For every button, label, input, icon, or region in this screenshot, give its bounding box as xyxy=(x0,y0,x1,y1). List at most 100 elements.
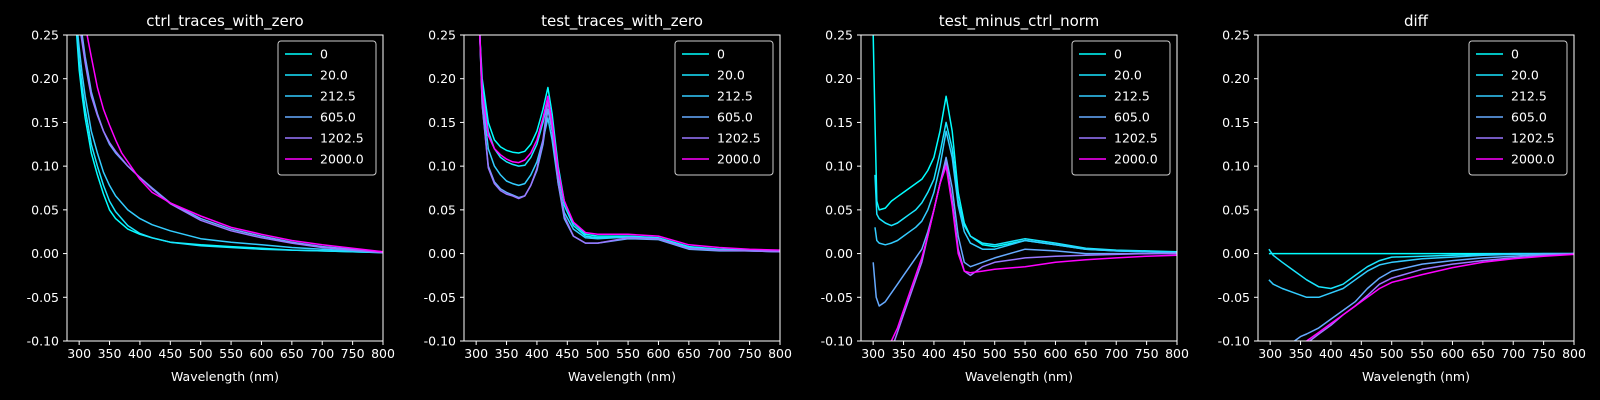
y-tick-label: 0.05 xyxy=(1222,202,1250,217)
x-tick-label: 500 xyxy=(189,346,213,361)
x-tick-label: 750 xyxy=(738,346,762,361)
legend-label: 212.5 xyxy=(1114,89,1150,104)
x-tick-label: 500 xyxy=(586,346,610,361)
x-tick-label: 600 xyxy=(1441,346,1465,361)
x-tick-label: 600 xyxy=(1044,346,1068,361)
x-tick-label: 450 xyxy=(555,346,579,361)
y-tick-label: 0.20 xyxy=(428,71,456,86)
x-tick-label: 550 xyxy=(1410,346,1434,361)
legend-label: 605.0 xyxy=(1114,110,1150,125)
legend-label: 605.0 xyxy=(320,110,356,125)
x-tick-label: 350 xyxy=(1289,346,1313,361)
x-tick-label: 400 xyxy=(525,346,549,361)
plot-area xyxy=(1268,248,1574,341)
series-line-3 xyxy=(874,130,1177,254)
y-tick-label: -0.10 xyxy=(821,334,853,349)
legend-label: 212.5 xyxy=(320,89,356,104)
legend: 0 20.0 212.5 605.0 1202.5 2000.0 xyxy=(674,40,774,176)
x-axis-label: Wavelength (nm) xyxy=(171,369,279,384)
x-tick-label: 700 xyxy=(707,346,731,361)
x-tick-label: 800 xyxy=(1165,346,1189,361)
y-tick-label: 0.15 xyxy=(428,115,456,130)
series-line-4 xyxy=(1294,252,1574,341)
series-line-4 xyxy=(479,35,780,253)
y-tick-label: 0.25 xyxy=(428,28,456,43)
legend: 0 20.0 212.5 605.0 1202.5 2000.0 xyxy=(277,40,377,176)
y-tick-label: 0.20 xyxy=(31,71,59,86)
y-tick-label: 0.10 xyxy=(1222,159,1250,174)
x-tick-label: 600 xyxy=(250,346,274,361)
x-tick-label: 300 xyxy=(1258,346,1282,361)
x-tick-label: 700 xyxy=(310,346,334,361)
chart-title: diff xyxy=(1404,12,1429,30)
x-tick-label: 800 xyxy=(371,346,395,361)
legend-label: 605.0 xyxy=(717,110,753,125)
y-tick-label: 0.00 xyxy=(825,246,853,261)
y-tick-label: 0.00 xyxy=(1222,246,1250,261)
legend-label: 20.0 xyxy=(1114,68,1142,83)
plot-area xyxy=(479,35,780,253)
x-tick-label: 300 xyxy=(67,346,91,361)
y-tick-label: 0.05 xyxy=(825,202,853,217)
series-line-1 xyxy=(479,35,780,252)
y-tick-label: 0.05 xyxy=(428,202,456,217)
legend-label: 1202.5 xyxy=(1114,131,1158,146)
legend-label: 212.5 xyxy=(717,89,753,104)
y-tick-label: 0.15 xyxy=(31,115,59,130)
legend-label: 0 xyxy=(717,47,725,62)
chart-title: test_traces_with_zero xyxy=(541,12,703,31)
y-tick-label: 0.10 xyxy=(825,159,853,174)
y-tick-label: -0.05 xyxy=(821,290,853,305)
legend-label: 0 xyxy=(1511,47,1519,62)
series-line-5 xyxy=(1309,252,1574,341)
legend-label: 20.0 xyxy=(320,68,348,83)
x-tick-label: 450 xyxy=(952,346,976,361)
legend-label: 0 xyxy=(1114,47,1122,62)
y-tick-label: 0.15 xyxy=(825,115,853,130)
y-tick-label: 0.25 xyxy=(825,28,853,43)
y-tick-label: -0.10 xyxy=(1218,334,1250,349)
x-tick-label: 300 xyxy=(861,346,885,361)
x-tick-label: 450 xyxy=(1349,346,1373,361)
legend: 0 20.0 212.5 605.0 1202.5 2000.0 xyxy=(1071,40,1171,176)
legend-label: 1202.5 xyxy=(717,131,761,146)
legend-label: 1202.5 xyxy=(320,131,364,146)
y-tick-label: 0.20 xyxy=(1222,71,1250,86)
series-line-6 xyxy=(1306,253,1574,341)
y-tick-label: 0.00 xyxy=(428,246,456,261)
x-tick-label: 700 xyxy=(1104,346,1128,361)
x-tick-label: 550 xyxy=(219,346,243,361)
legend-label: 2000.0 xyxy=(1511,152,1555,167)
y-tick-label: 0.10 xyxy=(428,159,456,174)
plot-area xyxy=(75,35,383,254)
series-line-3 xyxy=(77,35,383,254)
series-line-6 xyxy=(86,35,383,253)
axes-frame xyxy=(860,34,1178,342)
x-axis-label: Wavelength (nm) xyxy=(568,369,676,384)
x-tick-label: 800 xyxy=(768,346,792,361)
y-tick-label: -0.05 xyxy=(27,290,59,305)
y-tick-label: 0.05 xyxy=(31,202,59,217)
x-axis-label: Wavelength (nm) xyxy=(1362,369,1470,384)
x-tick-label: 450 xyxy=(158,346,182,361)
legend-label: 20.0 xyxy=(717,68,745,83)
y-tick-label: -0.05 xyxy=(1218,290,1250,305)
y-tick-label: 0.00 xyxy=(31,246,59,261)
chart-panel-2: 300 350 400 450 500 550 600 650 700 750 800 -0.10 -0… xyxy=(424,12,792,384)
legend-label: 2000.0 xyxy=(717,152,761,167)
x-tick-label: 500 xyxy=(1380,346,1404,361)
x-tick-label: 700 xyxy=(1501,346,1525,361)
series-line-5 xyxy=(80,35,383,254)
x-tick-label: 650 xyxy=(1074,346,1098,361)
x-tick-label: 750 xyxy=(341,346,365,361)
legend-label: 212.5 xyxy=(1511,89,1547,104)
series-line-2 xyxy=(874,121,1177,253)
series-line-3 xyxy=(1268,252,1574,299)
series-line-6 xyxy=(479,35,780,251)
x-tick-label: 750 xyxy=(1532,346,1556,361)
chart-title: test_minus_ctrl_norm xyxy=(939,12,1100,31)
x-tick-label: 400 xyxy=(128,346,152,361)
y-tick-label: 0.20 xyxy=(825,71,853,86)
series-line-6 xyxy=(890,165,1177,341)
